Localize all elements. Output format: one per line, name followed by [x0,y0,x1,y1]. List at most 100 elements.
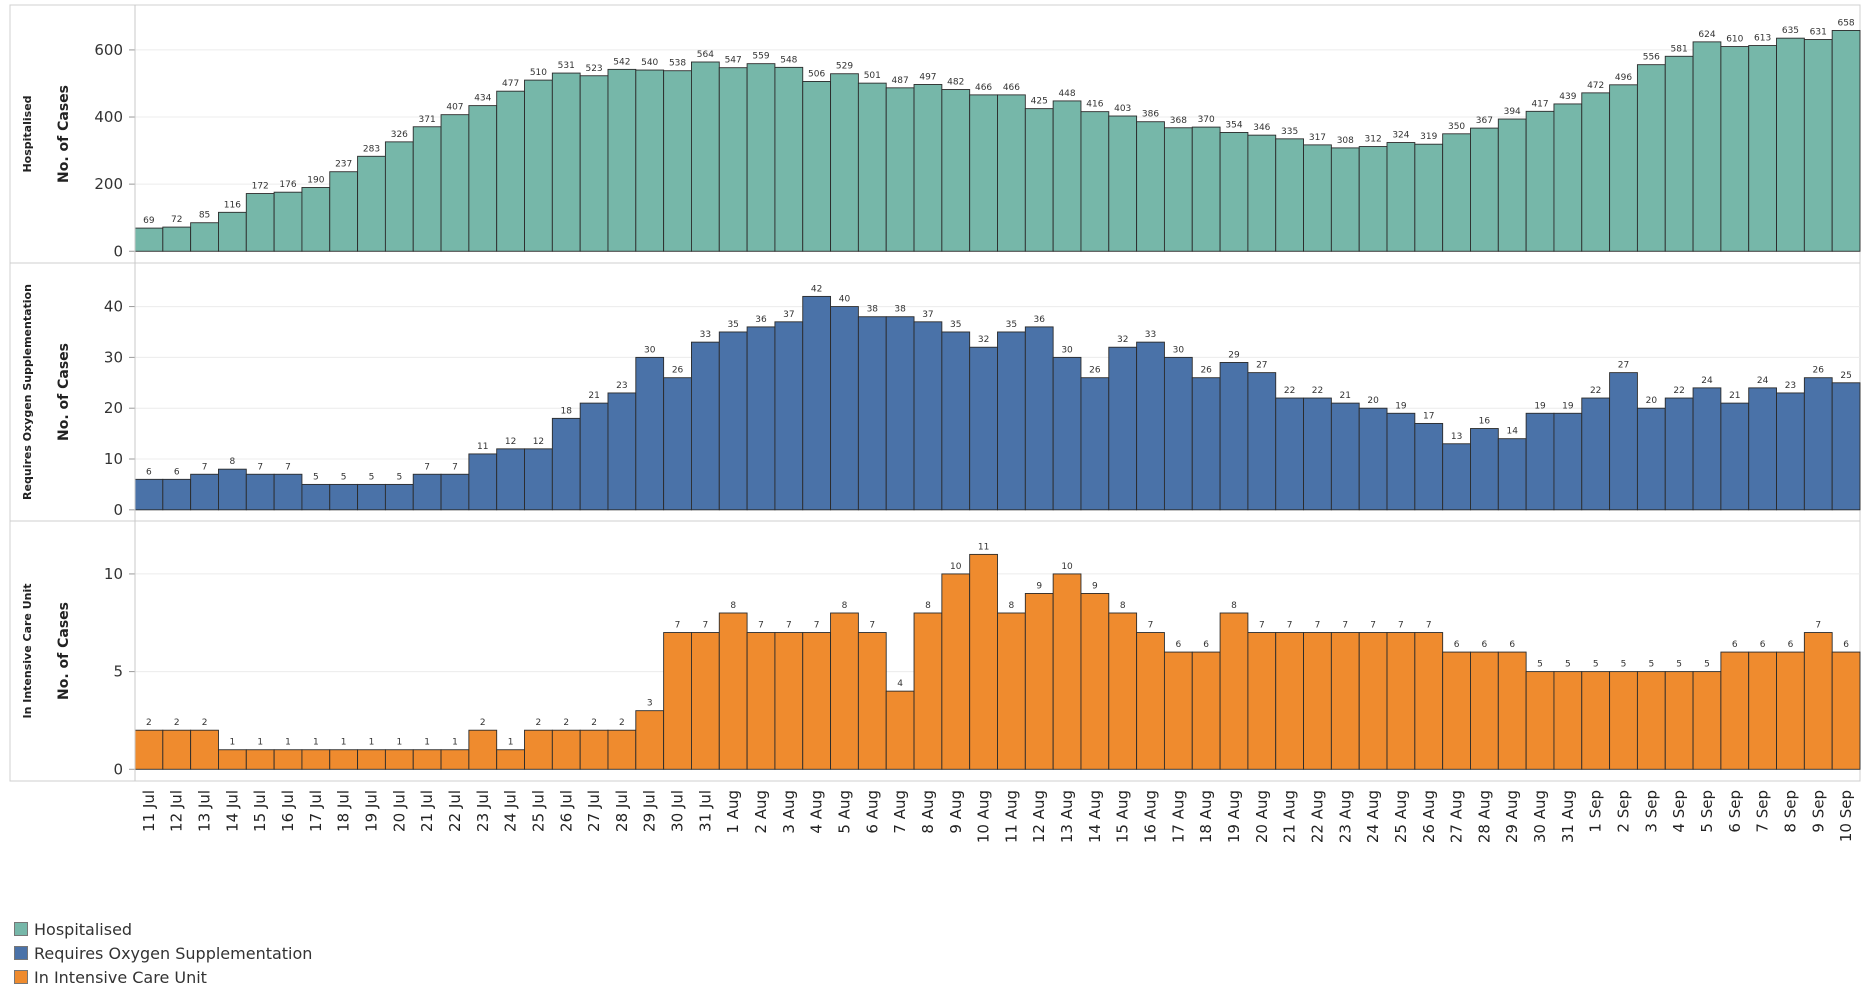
bar [273,191,303,252]
bar [1080,111,1110,252]
data-label: 416 [1086,100,1103,110]
data-label: 2 [146,718,152,728]
x-tick-label: 12 Aug [1030,790,1048,843]
data-label: 7 [758,621,764,631]
x-tick-label: 1 Aug [724,790,742,834]
bar [1136,632,1165,770]
x-tick-label: 24 Aug [1364,790,1382,843]
data-label: 4 [897,679,903,689]
x-tick-label: 15 Jul [251,790,269,832]
data-label: 439 [1559,92,1576,102]
data-label: 37 [783,310,794,320]
data-label: 5 [1676,660,1682,670]
bar [913,612,943,770]
bar [412,126,442,252]
data-label: 7 [202,462,208,472]
data-label: 2 [563,718,569,728]
bar [746,632,776,770]
data-label: 556 [1643,53,1660,63]
bar [635,710,665,770]
bar [1553,412,1583,511]
x-tick-label: 22 Aug [1308,790,1326,843]
bar [1219,612,1249,770]
data-label: 24 [1757,376,1769,386]
bar [1358,632,1388,770]
bar [969,553,998,770]
data-label: 6 [174,467,180,477]
data-label: 6 [146,467,152,477]
y-tick-label: 0 [113,760,123,778]
x-tick-label: 25 Jul [529,790,547,832]
data-label: 36 [755,315,767,325]
bar [496,448,525,511]
bar [1191,651,1221,770]
data-label: 538 [669,59,686,69]
bar [1581,92,1611,252]
x-tick-label: 23 Aug [1336,790,1354,843]
data-label: 5 [396,472,402,482]
bar [579,75,609,252]
bar [857,82,887,252]
bar [691,341,720,511]
bar [1080,593,1110,770]
x-tick-label: 14 Aug [1086,790,1104,843]
bar [1024,593,1054,770]
data-label: 6 [1732,640,1738,650]
data-label: 7 [869,621,875,631]
data-label: 23 [616,381,627,391]
x-tick-label: 2 Sep [1615,790,1633,833]
bar [245,473,275,511]
x-tick-label: 23 Jul [474,790,492,832]
x-tick-label: 27 Aug [1448,790,1466,843]
data-label: 346 [1253,123,1270,133]
bar [162,729,192,770]
data-label: 658 [1837,18,1854,28]
data-label: 10 [1061,562,1073,572]
bar [1664,397,1694,511]
bar [329,483,359,511]
data-label: 16 [1479,417,1491,427]
bar [384,749,414,770]
data-label: 7 [786,621,792,631]
data-label: 176 [279,180,296,190]
bar [134,227,164,252]
bar [969,346,998,511]
x-tick-label: 16 Aug [1142,790,1160,843]
bar [941,331,971,511]
bar [1247,372,1277,511]
y-tick-label: 400 [94,108,123,126]
bar [190,729,219,770]
x-tick-label: 26 Aug [1420,790,1438,843]
data-label: 172 [252,182,269,192]
x-tick-label: 21 Jul [418,790,436,832]
bar [1303,397,1332,511]
bar [1748,651,1777,770]
x-tick-label: 11 Jul [140,790,158,832]
bar [1776,392,1805,511]
bar [718,612,748,770]
data-label: 6 [1788,640,1794,650]
bar [1609,671,1638,770]
bar [1386,142,1416,252]
data-label: 10 [950,562,962,572]
bar [579,729,609,770]
bar [1386,632,1416,770]
bar [1414,632,1444,770]
bar [746,326,776,511]
bar [1776,37,1805,252]
bar [357,483,386,511]
data-label: 1 [424,738,430,748]
bar [1803,377,1833,511]
x-tick-label: 11 Aug [1002,790,1020,843]
data-label: 5 [1621,660,1627,670]
x-tick-label: 2 Aug [752,790,770,834]
bar [162,478,192,511]
bar [1163,127,1193,252]
data-label: 1 [369,738,375,748]
bar [551,72,581,252]
bar [635,69,665,252]
data-label: 7 [814,621,820,631]
data-label: 350 [1448,122,1465,132]
data-label: 8 [1120,601,1126,611]
